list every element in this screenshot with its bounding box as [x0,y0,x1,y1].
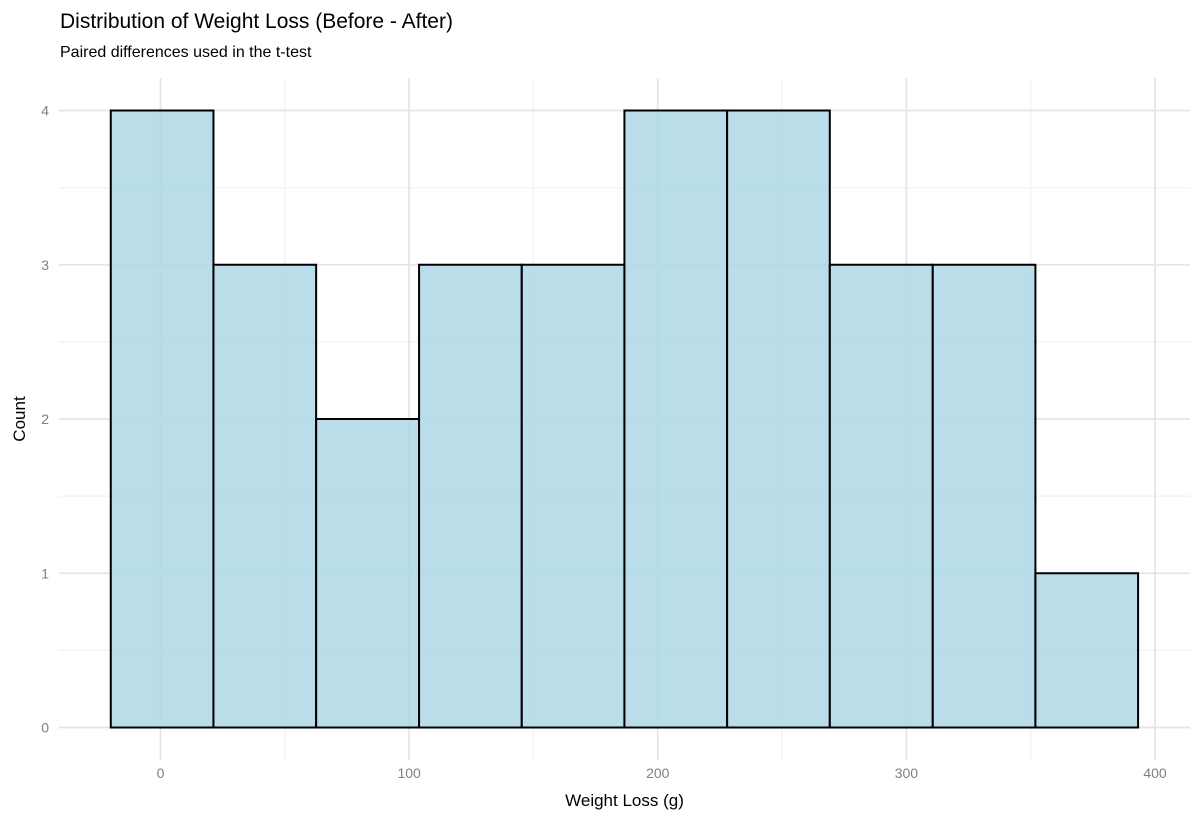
histogram-bar [418,263,523,729]
x-axis-tick-labels: 0 100 200 300 400 [157,765,1167,781]
y-axis-tick-labels: 0 1 2 3 4 [41,103,49,736]
histogram-bar [212,263,318,729]
chart-subtitle: Paired differences used in the t-test [60,44,312,61]
x-axis-title: Weight Loss (g) [565,791,684,810]
histogram-bar [931,263,1037,729]
x-tick-label: 100 [397,765,421,781]
x-tick-label: 400 [1143,765,1167,781]
histogram-bar [1034,572,1140,729]
x-tick-label: 300 [895,765,919,781]
y-tick-label: 2 [41,411,49,427]
histogram-bar [726,109,831,729]
histogram-bar [109,109,215,729]
y-axis-title: Count [10,396,29,442]
histogram-bar [315,418,421,729]
histogram-bars [109,109,1140,729]
y-tick-label: 3 [41,257,49,273]
y-tick-label: 4 [41,103,49,119]
y-tick-label: 0 [41,720,49,736]
histogram-bar [623,109,729,729]
x-tick-label: 200 [646,765,670,781]
histogram-bar [520,263,626,729]
x-tick-label: 0 [157,765,165,781]
histogram-bar [828,263,934,729]
y-tick-label: 1 [41,565,49,581]
chart-title: Distribution of Weight Loss (Before - Af… [60,10,453,33]
